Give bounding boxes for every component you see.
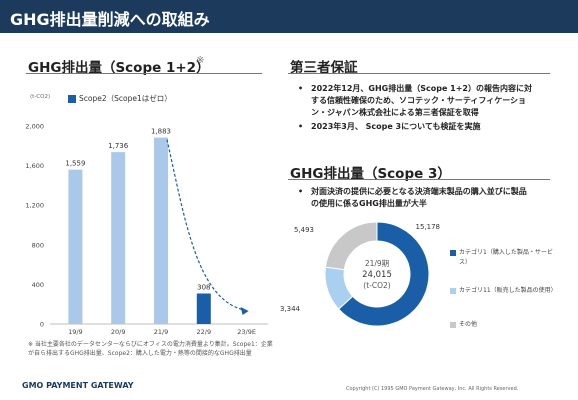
x-tick-label: 22/9 [196,328,211,336]
bar-value-label: 1,883 [151,128,171,136]
donut-legend-swatch-2 [450,288,456,294]
y-tick-label: 800 [32,241,44,249]
trend-arrow-head [240,307,249,315]
x-tick-label: 20/9 [111,328,126,336]
donut-center-total: 24,015 [362,270,392,280]
header-bar: GHG排出量削減への取組み [0,0,578,33]
donut-slice-3 [324,221,378,271]
bar-value-label: 1,559 [65,160,85,168]
y-tick-label: 1,600 [25,162,44,170]
donut-center-period: 21/9期 [365,259,389,268]
scope3-bullets: 対面決済の提供に必要となる決済端末製品の購入並びに製品の使用に係るGHG排出量が… [298,186,530,210]
x-tick-label: 23/9E [237,328,256,336]
scope12-footnote: ※ 当社主要各社のデータセンターならびにオフィスの電力消費量より集計。Scope… [28,341,273,357]
bar-legend-label: Scope2（Scope1はゼロ） [79,94,172,103]
donut-center-unit: (t-CO2) [363,281,390,290]
donut-legend-label-3: その他 [459,321,478,328]
donut-value-label: 5,493 [294,226,314,234]
donut-slice-1 [337,221,430,327]
scope12-asterisk: ※ [196,55,205,66]
x-tick-label: 21/9 [154,328,169,336]
donut-value-label: 3,344 [280,305,301,313]
bar-chart: 0 400 800 1,200 1,600 2,000 1,559 19/9 1,736 20/9… [25,123,268,336]
donut-legend-label-2: カテゴリ11（販売した製品の使用） [459,287,557,294]
scope3-title-underline [288,179,550,180]
assurance-bullet-1: 2022年12月、GHG排出量（Scope 1+2）の報告内容に対する信頼性確保… [298,83,538,119]
assurance-title-underline [288,73,550,74]
donut-legend-swatch-3 [450,322,456,328]
bar-19/9 [68,169,83,324]
bar-22/9 [196,293,211,324]
copyright: Copyright (C) 1995 GMO Payment Gateway, … [346,386,519,392]
bar-21/9 [154,137,168,324]
donut-legend-swatch-1 [450,250,456,256]
y-tick-label: 400 [32,281,44,289]
scope12-title-underline [26,73,262,74]
company-logo: GMO PAYMENT GATEWAY [22,381,134,390]
bar-value-label: 1,736 [108,142,129,150]
scope3-title: GHG排出量（Scope 3） [290,166,451,182]
assurance-title: 第三者保証 [290,60,358,76]
scope3-bullet-1: 対面決済の提供に必要となる決済端末製品の購入並びに製品の使用に係るGHG排出量が… [298,186,530,210]
bar-unit-label: (t-CO2) [30,94,51,100]
y-tick-label: 2,000 [25,123,44,131]
y-tick-label: 1,200 [25,202,44,210]
assurance-bullet-2: 2023年3月、 Scope 3についても検証を実施 [298,121,538,133]
assurance-bullets: 2022年12月、GHG排出量（Scope 1+2）の報告内容に対する信頼性確保… [298,83,538,133]
y-tick-label: 0 [40,321,44,329]
donut-value-label: 15,178 [416,223,441,231]
company-logo-text: GMO PAYMENT GATEWAY [22,381,134,390]
donut-chart: 15,178 3,344 5,493 21/9期 24,015(t-CO2) [280,221,441,327]
bar-20/9 [111,152,126,324]
donut-legend-label-1: カテゴリ1（購入した製品・サービス） [459,249,553,266]
bar-value-label: 308 [197,284,210,292]
bar-legend-swatch [68,95,76,103]
x-tick-label: 19/9 [68,328,83,336]
scope12-title: GHG排出量（Scope 1+2） [28,60,210,76]
page-title: GHG排出量削減への取組み [10,10,210,29]
